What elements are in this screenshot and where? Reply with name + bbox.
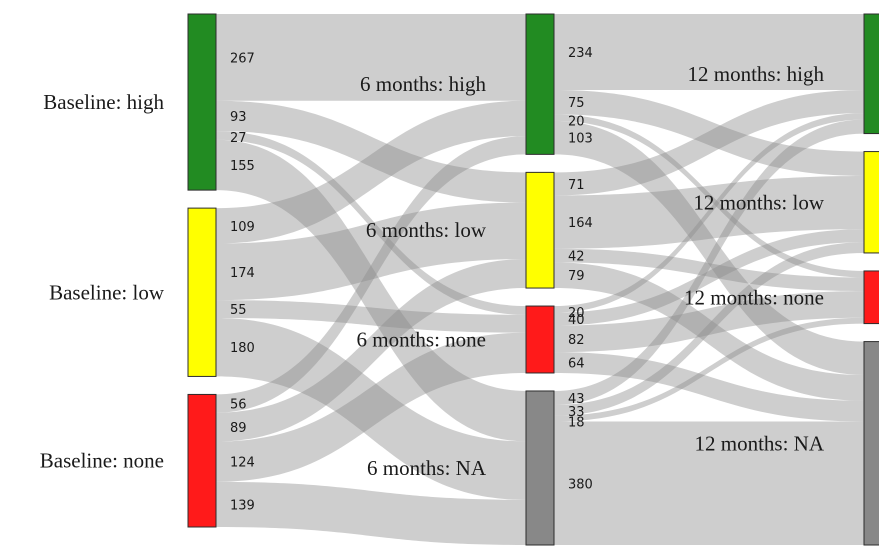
- flow-value-label-baseline-low-to-6-months-na: 180: [230, 341, 255, 356]
- node-label-baseline-none: Baseline: none: [40, 449, 164, 473]
- node-label-6-months-low: 6 months: low: [366, 218, 487, 242]
- flow-value-label-baseline-high-to-6-months-low: 93: [230, 110, 247, 125]
- flow-link-baseline-low-to-6-months-none: [216, 300, 526, 333]
- flow-value-label-6-months-low-to-12-months-na: 79: [568, 269, 585, 284]
- flow-link-baseline-high-to-6-months-high: [216, 14, 526, 101]
- node-label-12-months-high: 12 months: high: [687, 62, 824, 86]
- flow-link-baseline-none-to-6-months-na: [216, 481, 526, 545]
- flow-link-6-months-na-to-12-months-high: [554, 119, 864, 405]
- flow-value-label-baseline-high-to-6-months-none: 27: [230, 131, 247, 146]
- node-label-12-months-na: 12 months: NA: [694, 431, 824, 455]
- flow-value-label-6-months-low-to-12-months-high: 71: [568, 178, 585, 193]
- flow-link-6-months-none-to-12-months-low: [554, 229, 864, 326]
- node-12-months-none: [863, 270, 879, 325]
- flow-value-label-baseline-none-to-6-months-high: 56: [230, 398, 247, 413]
- node-baseline-none: [187, 393, 217, 528]
- flow-value-label-6-months-none-to-12-months-low: 40: [568, 313, 585, 328]
- flow-link-6-months-none-to-12-months-na: [554, 352, 864, 422]
- flow-link-6-months-none-to-12-months-none: [554, 291, 864, 353]
- flow-value-label-6-months-low-to-12-months-low: 164: [568, 216, 593, 231]
- node-label-6-months-none: 6 months: none: [357, 328, 487, 352]
- flow-value-label-6-months-low-to-12-months-none: 42: [568, 250, 585, 265]
- flow-value-label-baseline-high-to-6-months-high: 267: [230, 51, 255, 66]
- flow-link-baseline-none-to-6-months-none: [216, 332, 526, 482]
- flow-link-6-months-low-to-12-months-na: [554, 262, 864, 401]
- flow-link-6-months-high-to-12-months-high: [554, 14, 864, 91]
- node-12-months-low: [863, 151, 879, 254]
- node-baseline-low: [187, 207, 217, 377]
- flow-value-label-baseline-high-to-6-months-na: 155: [230, 159, 255, 174]
- flow-link-baseline-high-to-6-months-low: [216, 100, 526, 203]
- flow-link-6-months-na-to-12-months-na: [554, 421, 864, 545]
- node-12-months-na: [863, 341, 879, 546]
- flow-link-baseline-low-to-6-months-high: [216, 100, 526, 244]
- node-label-12-months-low: 12 months: low: [693, 190, 825, 214]
- flow-value-label-6-months-high-to-12-months-high: 234: [568, 46, 593, 61]
- flow-value-label-6-months-na-to-12-months-na: 380: [568, 477, 593, 492]
- node-baseline-high: [187, 13, 217, 191]
- flow-value-label-6-months-na-to-12-months-none: 18: [568, 416, 585, 431]
- flow-link-baseline-none-to-6-months-high: [216, 136, 526, 413]
- flow-link-baseline-high-to-6-months-na: [216, 139, 526, 442]
- node-6-months-none: [525, 305, 555, 374]
- flow-value-label-6-months-none-to-12-months-none: 82: [568, 333, 585, 348]
- flow-link-baseline-low-to-6-months-na: [216, 317, 526, 500]
- flow-value-label-6-months-na-to-12-months-low: 33: [568, 405, 585, 420]
- node-label-6-months-na: 6 months: NA: [367, 456, 487, 480]
- flow-link-6-months-high-to-12-months-na: [554, 120, 864, 376]
- flow-link-baseline-low-to-6-months-low: [216, 202, 526, 301]
- flow-value-label-6-months-none-to-12-months-high: 20: [568, 306, 585, 321]
- flow-value-label-baseline-none-to-6-months-low: 89: [230, 421, 247, 436]
- flow-link-6-months-high-to-12-months-none: [554, 114, 864, 278]
- flow-value-label-6-months-high-to-12-months-na: 103: [568, 132, 593, 147]
- flow-link-6-months-na-to-12-months-none: [554, 317, 864, 422]
- flow-value-label-baseline-low-to-6-months-none: 55: [230, 303, 247, 318]
- node-label-12-months-none: 12 months: none: [684, 285, 824, 309]
- flow-link-6-months-none-to-12-months-high: [554, 113, 864, 313]
- flow-value-label-baseline-none-to-6-months-none: 124: [230, 456, 255, 471]
- flow-value-label-baseline-low-to-6-months-low: 174: [230, 266, 255, 281]
- flow-link-baseline-none-to-6-months-low: [216, 259, 526, 442]
- labels: 267 93 27 155 109 174 55 180 56 89 124 139 234 75 20 10…: [40, 46, 825, 513]
- node-6-months-low: [525, 171, 555, 289]
- flow-value-label-6-months-high-to-12-months-none: 20: [568, 114, 585, 129]
- flow-link-6-months-low-to-12-months-high: [554, 90, 864, 196]
- flow-value-label-6-months-na-to-12-months-high: 43: [568, 392, 585, 407]
- flow-value-label-baseline-none-to-6-months-na: 139: [230, 498, 255, 513]
- flow-link-6-months-low-to-12-months-none: [554, 248, 864, 292]
- node-label-6-months-high: 6 months: high: [360, 72, 487, 96]
- flow-link-baseline-high-to-6-months-none: [216, 130, 526, 315]
- node-12-months-high: [863, 13, 879, 135]
- node-6-months-high: [525, 13, 555, 155]
- flow-link-6-months-low-to-12-months-low: [554, 175, 864, 249]
- flow-link-6-months-na-to-12-months-low: [554, 242, 864, 416]
- node-6-months-na: [525, 390, 555, 546]
- node-label-baseline-low: Baseline: low: [49, 280, 165, 304]
- flow-value-label-6-months-high-to-12-months-low: 75: [568, 96, 585, 111]
- node-label-baseline-high: Baseline: high: [43, 90, 164, 114]
- flow-value-label-baseline-low-to-6-months-high: 109: [230, 220, 255, 235]
- flow-link-6-months-high-to-12-months-low: [554, 90, 864, 176]
- stage-nodes: [187, 13, 879, 546]
- flow-links: [216, 14, 864, 545]
- flow-value-label-6-months-none-to-12-months-na: 64: [568, 357, 585, 372]
